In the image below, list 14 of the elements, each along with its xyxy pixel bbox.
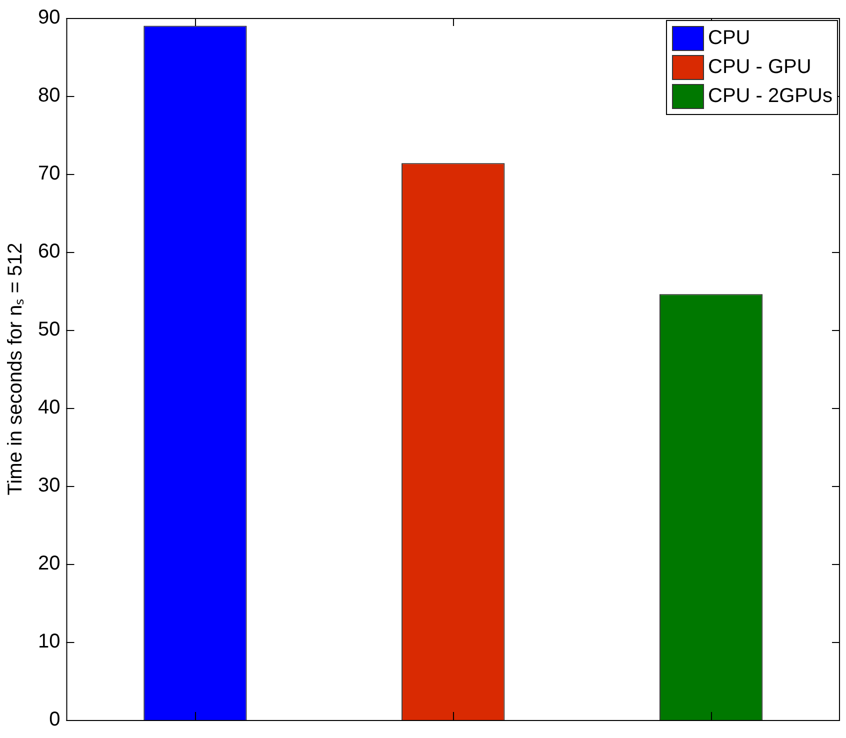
legend-label: CPU - 2GPUs (708, 84, 832, 109)
legend-label: CPU - GPU (708, 55, 812, 80)
y-tick-label: 60 (38, 240, 60, 263)
y-tick-label: 10 (38, 630, 60, 653)
y-tick-label: 80 (38, 84, 60, 107)
y-tick-label: 90 (38, 6, 60, 29)
y-tick-label: 50 (38, 318, 60, 341)
y-tick-label: 70 (38, 162, 60, 185)
y-tick-label: 0 (49, 708, 60, 731)
y-tick-label: 20 (38, 552, 60, 575)
y-axis-title: Time in seconds for nₛ = 512 (4, 242, 27, 496)
legend-label: CPU (708, 26, 750, 51)
y-tick-label: 30 (38, 474, 60, 497)
y-tick-label: 40 (38, 396, 60, 419)
